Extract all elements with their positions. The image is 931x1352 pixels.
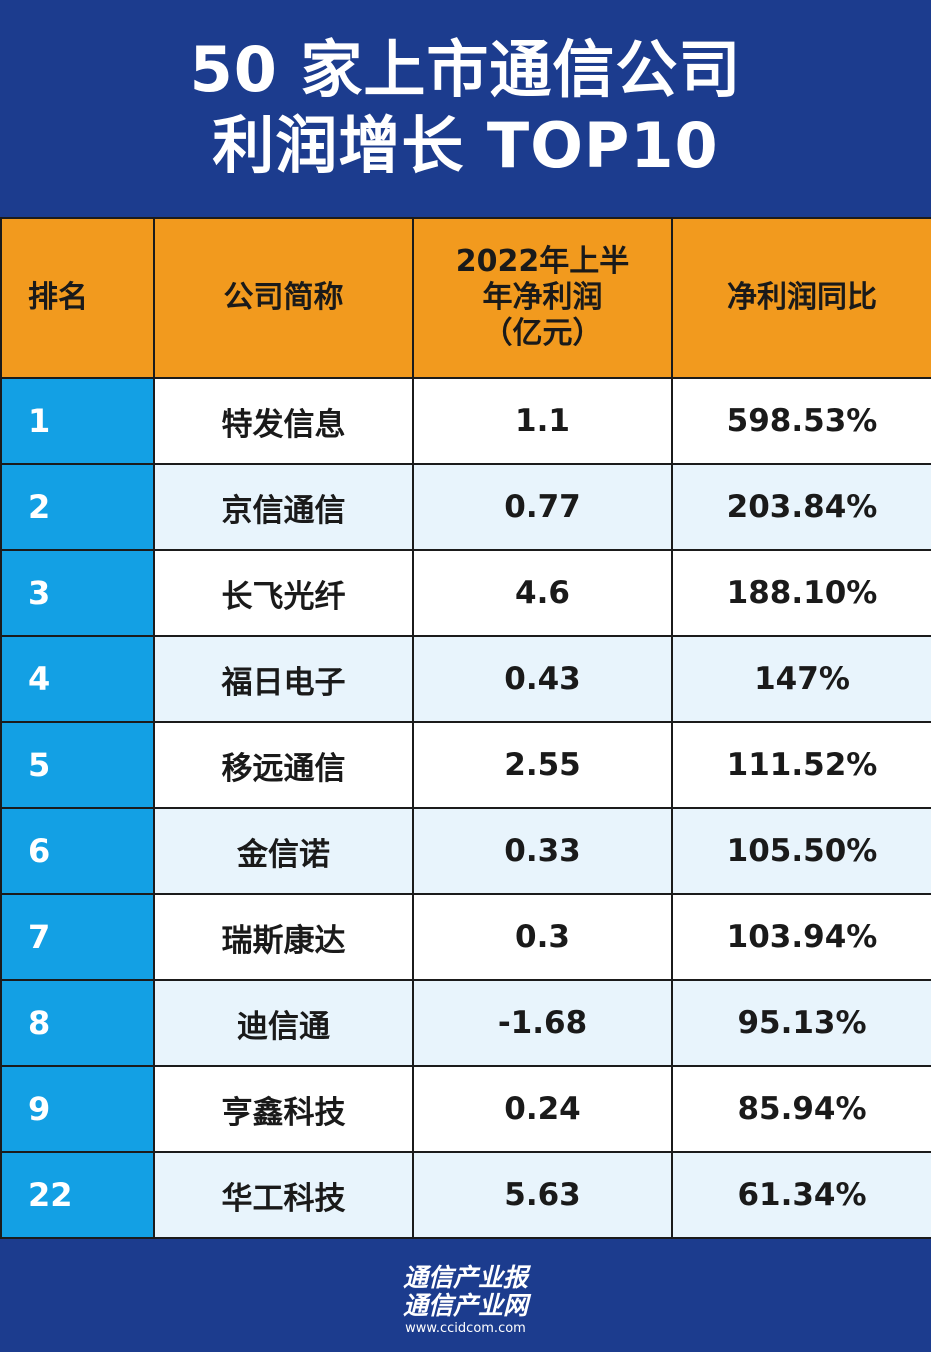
profit-cell-negative: -1.68	[412, 979, 673, 1067]
profit-cell: 0.3	[412, 893, 673, 981]
yoy-cell: 598.53%	[671, 377, 931, 465]
header-profit-line-1: 2022年上半	[455, 244, 630, 279]
table-row: 3 长飞光纤 4.6 188.10%	[0, 549, 931, 637]
title-line-2: 利润增长 TOP10	[212, 109, 719, 182]
profit-cell: 0.43	[412, 635, 673, 723]
company-cell: 长飞光纤	[153, 549, 414, 637]
company-cell: 金信诺	[153, 807, 414, 895]
profit-cell: 5.63	[412, 1151, 673, 1239]
company-cell: 京信通信	[153, 463, 414, 551]
table-row: 7 瑞斯康达 0.3 103.94%	[0, 893, 931, 981]
yoy-cell: 103.94%	[671, 893, 931, 981]
profit-cell: 1.1	[412, 377, 673, 465]
yoy-cell: 61.34%	[671, 1151, 931, 1239]
yoy-cell: 188.10%	[671, 549, 931, 637]
company-cell: 瑞斯康达	[153, 893, 414, 981]
table-header-row: 排名 公司简称 2022年上半 年净利润 （亿元） 净利润同比	[0, 217, 931, 379]
table-row: 9 亨鑫科技 0.24 85.94%	[0, 1065, 931, 1153]
header-profit-line-3: （亿元）	[482, 316, 603, 351]
profit-cell: 0.33	[412, 807, 673, 895]
rank-cell: 8	[0, 979, 155, 1067]
yoy-cell: 95.13%	[671, 979, 931, 1067]
table-row: 2 京信通信 0.77 203.84%	[0, 463, 931, 551]
rank-cell: 3	[0, 549, 155, 637]
title-line-1: 50 家上市通信公司	[189, 33, 742, 106]
rank-cell: 2	[0, 463, 155, 551]
rank-cell: 1	[0, 377, 155, 465]
profit-cell: 0.77	[412, 463, 673, 551]
company-cell: 特发信息	[153, 377, 414, 465]
table-row: 6 金信诺 0.33 105.50%	[0, 807, 931, 895]
company-cell: 华工科技	[153, 1151, 414, 1239]
table-row: 1 特发信息 1.1 598.53%	[0, 377, 931, 465]
yoy-cell: 147%	[671, 635, 931, 723]
company-cell: 迪信通	[153, 979, 414, 1067]
rank-cell: 5	[0, 721, 155, 809]
yoy-cell: 203.84%	[671, 463, 931, 551]
rank-cell: 6	[0, 807, 155, 895]
company-cell: 移远通信	[153, 721, 414, 809]
title-block: 50 家上市通信公司 利润增长 TOP10	[0, 0, 931, 216]
yoy-cell: 111.52%	[671, 721, 931, 809]
profit-cell: 4.6	[412, 549, 673, 637]
table-row: 5 移远通信 2.55 111.52%	[0, 721, 931, 809]
rank-cell: 22	[0, 1151, 155, 1239]
yoy-cell: 85.94%	[671, 1065, 931, 1153]
table-row: 4 福日电子 0.43 147%	[0, 635, 931, 723]
company-cell: 福日电子	[153, 635, 414, 723]
footer-brand-line-2: 通信产业网	[402, 1291, 528, 1320]
footer-url: www.ccidcom.com	[405, 1321, 526, 1336]
rank-cell: 4	[0, 635, 155, 723]
footer-logo: 通信产业报 通信产业网 www.ccidcom.com	[0, 1250, 931, 1352]
table-row: 22 华工科技 5.63 61.34%	[0, 1151, 931, 1239]
rank-cell: 9	[0, 1065, 155, 1153]
header-yoy: 净利润同比	[671, 217, 931, 379]
header-company: 公司简称	[153, 217, 414, 379]
yoy-cell: 105.50%	[671, 807, 931, 895]
profit-cell: 0.24	[412, 1065, 673, 1153]
header-profit: 2022年上半 年净利润 （亿元）	[412, 217, 673, 379]
footer-brand-line-1: 通信产业报	[402, 1263, 528, 1292]
header-rank: 排名	[0, 217, 155, 379]
company-cell: 亨鑫科技	[153, 1065, 414, 1153]
header-profit-line-2: 年净利润	[482, 280, 603, 315]
ranking-table: 排名 公司简称 2022年上半 年净利润 （亿元） 净利润同比 1 特发信息 1…	[0, 217, 931, 1239]
rank-cell: 7	[0, 893, 155, 981]
profit-cell: 2.55	[412, 721, 673, 809]
table-row: 8 迪信通 -1.68 95.13%	[0, 979, 931, 1067]
